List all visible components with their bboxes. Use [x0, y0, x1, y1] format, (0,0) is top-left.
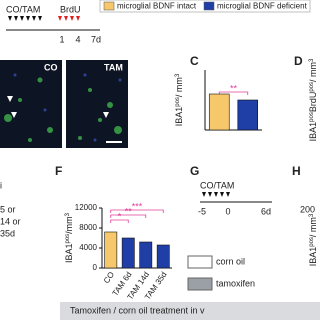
legend-swatch [187, 255, 213, 269]
y-axis-label: IBA1pos/mm3 [64, 212, 74, 263]
y-tick-label: 200 [300, 204, 315, 214]
image-label: CO [44, 62, 58, 72]
y-axis-label: IBA1pos/ mm3 [174, 73, 184, 126]
arrows [8, 16, 42, 21]
sig-bracket [110, 214, 147, 218]
bar [139, 241, 153, 269]
x-tick-label: CO [102, 270, 116, 285]
legend-label: corn oil [216, 256, 245, 266]
label-part: IBA1 [308, 122, 318, 142]
image-label: TAM [104, 62, 123, 72]
brdu-label: BrdU [60, 4, 81, 14]
y-tick-label: 0 [93, 263, 98, 272]
panel-letter: C [190, 54, 199, 68]
superscript: pos [309, 82, 315, 92]
tick-label: 6d [261, 206, 271, 216]
superscript: pos [65, 234, 71, 244]
bar [208, 93, 230, 131]
legend-swatch [103, 1, 115, 11]
bar [104, 231, 118, 269]
y-tick-label: 12000 [75, 203, 98, 212]
sig-label: ** [125, 206, 133, 216]
y-tick-label: 4000 [79, 243, 97, 252]
fragment-text: 14 or [0, 216, 21, 226]
fragment-text: i [0, 180, 2, 190]
footer-text: Tamoxifen / corn oil treatment in v [70, 305, 205, 315]
sig-label: *** [132, 201, 143, 211]
legend-label: tamoxifen [216, 278, 255, 288]
nuclei [13, 73, 122, 142]
bar [237, 99, 259, 131]
sig-bracket [218, 91, 249, 95]
label-part: / mm [308, 217, 318, 237]
arrows [202, 192, 230, 197]
cells [4, 77, 122, 142]
panel-letter: H [292, 164, 301, 178]
footer-bar [60, 302, 320, 320]
bar [156, 244, 170, 269]
treat-label: CO/TAM [200, 180, 234, 190]
y-tick-label: 8000 [79, 223, 97, 232]
label-part: /mm [64, 216, 74, 234]
superscript: 3 [65, 212, 71, 216]
tick-label: -5 [198, 206, 206, 216]
panel-letter: D [294, 54, 303, 68]
superscript: 3 [309, 58, 315, 62]
label-part: IBA1 [64, 244, 74, 264]
superscript: pos [175, 97, 181, 107]
tick-label: 7d [91, 34, 101, 44]
superscript: 3 [309, 213, 315, 217]
legend-label: microglial BDNF intact [117, 2, 197, 11]
bar [121, 237, 135, 269]
superscript: pos [309, 237, 315, 247]
sig-bracket [110, 219, 129, 223]
label-part: / mm [308, 62, 318, 82]
superscript: pos [309, 112, 315, 122]
fragment-text: 5 or [0, 204, 16, 214]
label-part: IBA1 [308, 247, 318, 267]
legend-label: microglial BDNF deficient [217, 2, 308, 11]
panel-letter: G [190, 164, 199, 178]
tick-label: 4 [75, 34, 80, 44]
panel-letter: F [55, 164, 62, 178]
label-part: BrdU [308, 92, 318, 113]
y-axis-label: IBA1pos/ mm3 [308, 213, 318, 266]
sig-bracket [110, 209, 164, 213]
sig-label: ** [230, 83, 238, 93]
label-part: IBA1 [174, 107, 184, 127]
label-part: / mm [174, 77, 184, 97]
y-axis-label: IBA1posBrdUpos/ mm3 [308, 58, 318, 141]
superscript: 3 [175, 73, 181, 77]
legend-swatch [203, 1, 215, 11]
treat-label: CO/TAM [6, 4, 40, 14]
micrograph [0, 60, 62, 148]
sig-label: * [118, 211, 122, 221]
brdu-arrows [58, 16, 80, 21]
tick-label: 1 [59, 34, 64, 44]
tick-label: 0 [225, 206, 230, 216]
legend-swatch [187, 277, 213, 291]
micrograph [66, 60, 128, 148]
fragment-text: 35d [0, 228, 15, 238]
